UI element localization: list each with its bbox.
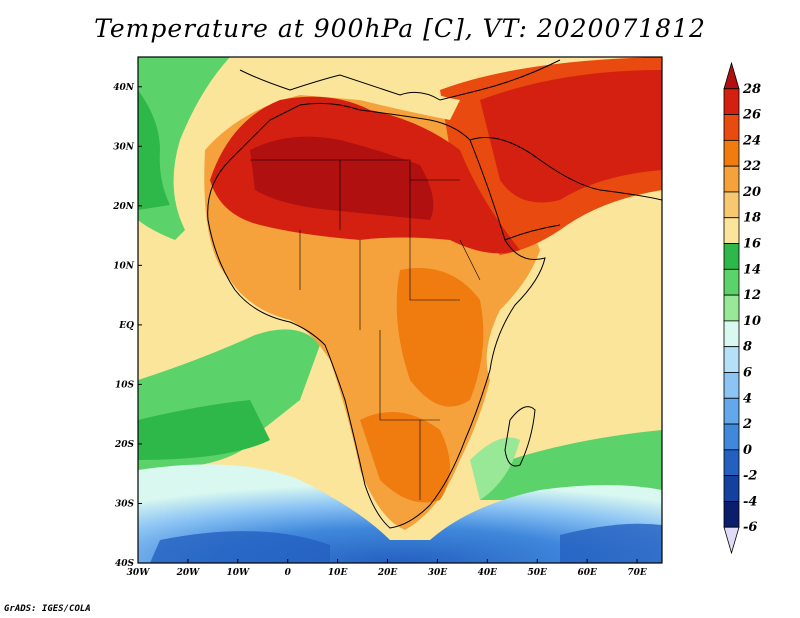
field-sahara-core — [250, 136, 434, 220]
colorbar-swatch — [723, 501, 740, 528]
field-arabia-core — [480, 70, 662, 203]
colorbar-label: 18 — [743, 211, 761, 226]
lon-tick-label: 30W — [127, 568, 151, 578]
plot-frame — [137, 56, 663, 564]
lon-tick-label: 10E — [328, 568, 348, 578]
plot-area — [138, 57, 662, 563]
africa-coastline — [207, 102, 546, 529]
colorbar-label: 14 — [743, 262, 761, 277]
colorbar-label: 2 — [742, 417, 752, 432]
colorbar-label: -4 — [743, 494, 757, 509]
field-southern-deep — [150, 531, 330, 563]
lat-tick-label: 10N — [113, 261, 135, 271]
colorbar-swatch — [723, 397, 740, 425]
colorbar-label: 16 — [743, 237, 761, 252]
lon-tick-label: 70E — [627, 568, 647, 578]
field-east-africa — [396, 268, 484, 407]
colorbar-label: 8 — [743, 340, 752, 355]
colorbar-label: -6 — [743, 520, 757, 535]
colorbar-swatch — [723, 346, 740, 373]
colorbar-label: 10 — [743, 314, 761, 329]
colorbar-label: 4 — [743, 391, 752, 406]
field-madagascar-sea — [470, 437, 520, 500]
lon-tick-group: 30W 20W 10W 0 10E 20E 30E 40E 50E 60E 70E — [127, 559, 647, 578]
field-southern-africa — [360, 412, 450, 503]
colorbar-swatch — [723, 243, 740, 270]
colorbar-label: 6 — [743, 365, 752, 380]
colorbar-swatch — [723, 191, 740, 219]
lat-tick-label: 10S — [115, 380, 135, 390]
lon-tick-label: 30E — [428, 568, 448, 578]
colorbar-swatch — [723, 320, 740, 348]
colorbar-label: 28 — [742, 82, 761, 97]
colorbar-swatch — [723, 165, 740, 193]
lon-tick-label: 20E — [377, 568, 398, 578]
field-atlantic-mid-green — [138, 400, 270, 460]
lat-tick-label: 30S — [115, 499, 135, 509]
lat-tick-label: EQ — [118, 321, 134, 331]
lat-tick-label: 30N — [113, 142, 135, 152]
colorbar-swatch — [723, 449, 740, 477]
colorbar-label: 22 — [742, 159, 761, 174]
colorbar-swatch — [723, 372, 740, 399]
lon-tick-label: 10W — [226, 568, 250, 578]
arabia-coastline — [469, 137, 663, 241]
lat-tick-group: 40N 30N 20N 10N EQ 10S 20S 30S 40S — [112, 83, 142, 569]
field-indian-green — [480, 430, 662, 500]
colorbar-swatch — [723, 88, 740, 115]
lat-tick-label: 40S — [115, 559, 135, 569]
lon-tick-label: 20W — [176, 568, 201, 578]
lon-tick-label: 60E — [577, 568, 597, 578]
colorbar-swatch — [723, 294, 740, 322]
field-atlantic-north-inner — [138, 90, 170, 210]
internal-borders — [250, 159, 481, 500]
coastlines — [207, 59, 663, 529]
colorbar-swatch — [723, 61, 740, 90]
field-mediterranean — [310, 75, 460, 120]
europe-coastline — [239, 59, 561, 101]
lat-tick-label: 20S — [114, 440, 135, 450]
lon-tick-label: 40E — [478, 568, 498, 578]
colorbar-swatch — [723, 139, 740, 167]
colorbar-label: 12 — [743, 288, 761, 303]
colorbar-label: 0 — [743, 443, 752, 458]
colorbar-swatch — [723, 114, 740, 141]
footer-credit: GrADS: IGES/COLA — [4, 604, 91, 614]
colorbar-swatch — [723, 423, 740, 451]
lat-tick-label: 40N — [113, 83, 135, 93]
colorbar-label: -2 — [743, 469, 757, 484]
colorbar-swatch — [723, 217, 740, 244]
lon-tick-label: 0 — [285, 568, 292, 578]
lon-tick-label: 50E — [528, 568, 548, 578]
colorbar-swatch — [723, 526, 740, 555]
lat-tick-label: 20N — [112, 202, 135, 212]
field-southern-deep-east — [560, 523, 662, 563]
colorbar-label: 20 — [742, 185, 761, 200]
map-title: Temperature at 900hPa [C], VT: 202007181… — [94, 14, 706, 43]
madagascar-coastline — [504, 406, 536, 467]
colorbar-label: 24 — [742, 133, 761, 148]
colorbar-label: 26 — [742, 108, 761, 123]
colorbar-swatch — [723, 475, 740, 502]
colorbar-swatch — [723, 268, 740, 296]
